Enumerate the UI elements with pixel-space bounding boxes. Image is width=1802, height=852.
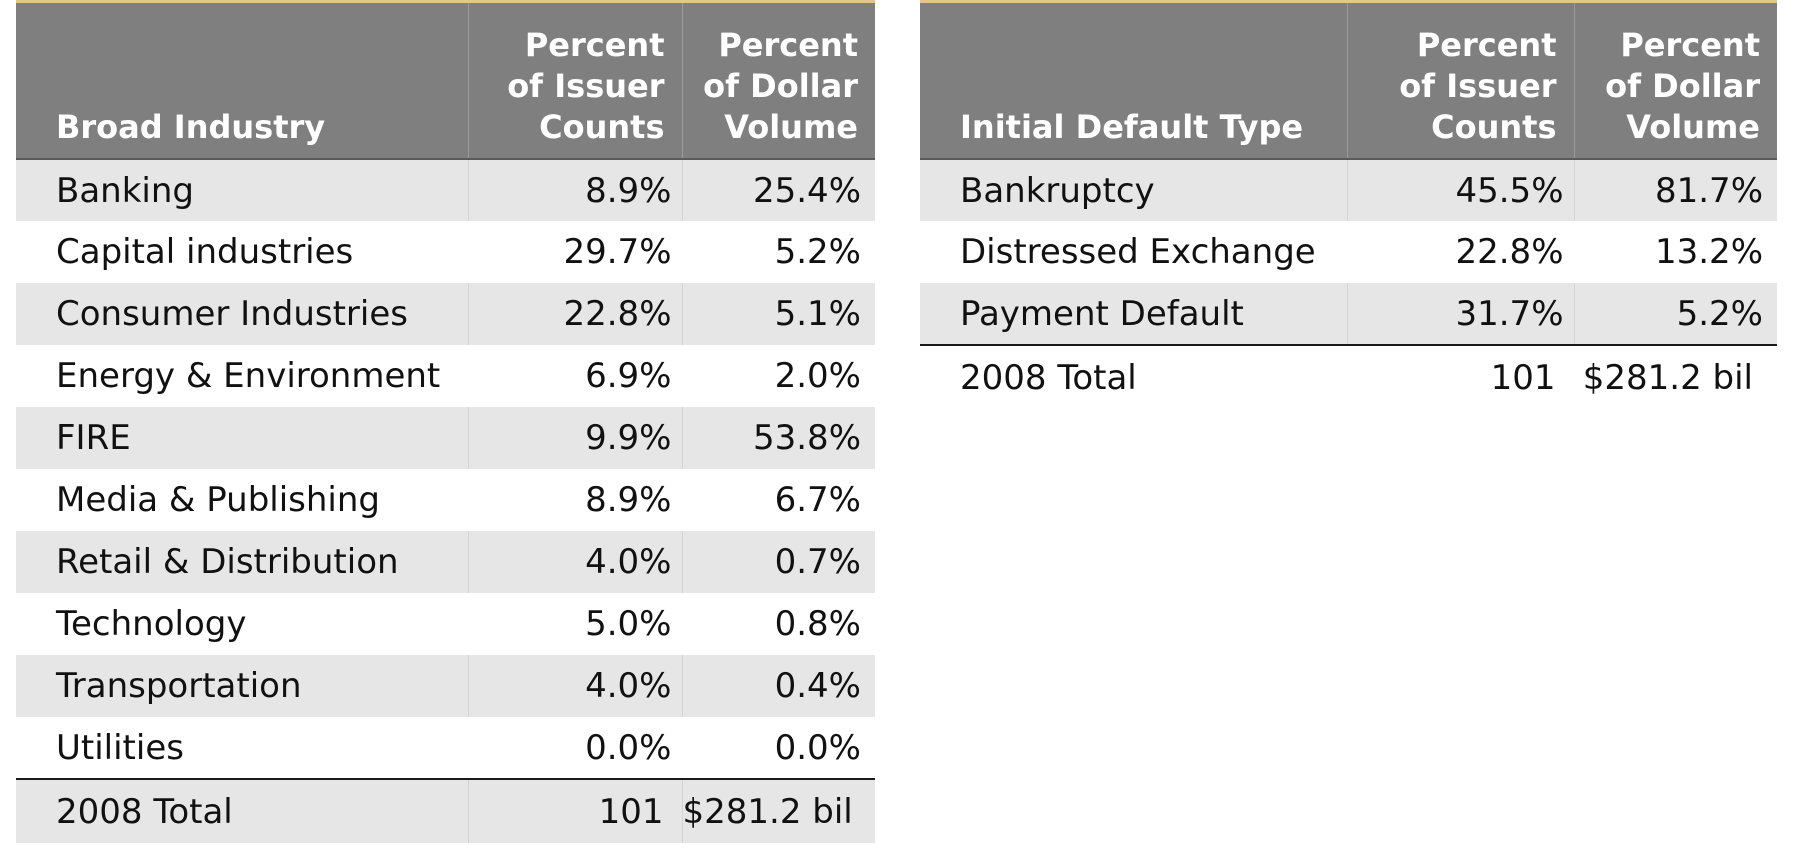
dollar-volume-percent: 13.2% xyxy=(1573,221,1777,283)
industry-label: Utilities xyxy=(16,717,468,779)
total-row: 2008 Total 101 $281.2 bil xyxy=(920,344,1777,409)
industry-label: Energy & Environment xyxy=(16,345,468,407)
dollar-volume-percent: 5.2% xyxy=(1573,283,1777,345)
dollar-volume-percent: 0.8% xyxy=(681,593,875,655)
issuer-count-percent: 22.8% xyxy=(1346,221,1574,283)
total-issuer-count: 101 xyxy=(1346,344,1574,409)
issuer-count-percent: 5.0% xyxy=(467,593,682,655)
dollar-volume-percent: 0.0% xyxy=(681,717,875,779)
top-accent-line-right xyxy=(920,0,1777,3)
issuer-count-percent: 4.0% xyxy=(467,655,682,717)
table-row: Utilities 0.0% 0.0% xyxy=(16,717,875,779)
top-accent-line-left xyxy=(16,0,875,3)
table-row: Transportation 4.0% 0.4% xyxy=(16,655,875,717)
initial-default-type-table: Initial Default Type Percent of Issuer C… xyxy=(920,3,1777,409)
issuer-count-percent: 22.8% xyxy=(467,283,682,345)
default-type-label: Bankruptcy xyxy=(920,159,1347,221)
issuer-count-percent: 8.9% xyxy=(467,159,682,221)
dollar-volume-percent: 5.1% xyxy=(681,283,875,345)
table-row: Energy & Environment 6.9% 2.0% xyxy=(16,345,875,407)
column-header-dollar-volume: Percent of Dollar Volume xyxy=(681,3,875,160)
issuer-count-percent: 4.0% xyxy=(467,531,682,593)
total-dollar-volume: $281.2 bil xyxy=(1573,344,1777,409)
column-header-dollar-volume: Percent of Dollar Volume xyxy=(1573,3,1777,160)
table-header-row: Broad Industry Percent of Issuer Counts … xyxy=(16,3,875,160)
column-header-issuer-counts: Percent of Issuer Counts xyxy=(1346,3,1574,160)
industry-label: Media & Publishing xyxy=(16,469,468,531)
total-label: 2008 Total xyxy=(920,344,1347,409)
table-row: Capital industries 29.7% 5.2% xyxy=(16,221,875,283)
industry-label: Retail & Distribution xyxy=(16,531,468,593)
table-row: Bankruptcy 45.5% 81.7% xyxy=(920,159,1777,221)
industry-label: Transportation xyxy=(16,655,468,717)
table-row: FIRE 9.9% 53.8% xyxy=(16,407,875,469)
issuer-count-percent: 9.9% xyxy=(467,407,682,469)
table-row: Retail & Distribution 4.0% 0.7% xyxy=(16,531,875,593)
industry-label: Banking xyxy=(16,159,468,221)
industry-label: Consumer Industries xyxy=(16,283,468,345)
column-header-issuer-counts: Percent of Issuer Counts xyxy=(467,3,682,160)
default-type-label: Payment Default xyxy=(920,283,1347,345)
table-row: Media & Publishing 8.9% 6.7% xyxy=(16,469,875,531)
dollar-volume-percent: 25.4% xyxy=(681,159,875,221)
issuer-count-percent: 6.9% xyxy=(467,345,682,407)
table-header-row: Initial Default Type Percent of Issuer C… xyxy=(920,3,1777,160)
dollar-volume-percent: 5.2% xyxy=(681,221,875,283)
dollar-volume-percent: 0.7% xyxy=(681,531,875,593)
dollar-volume-percent: 2.0% xyxy=(681,345,875,407)
issuer-count-percent: 0.0% xyxy=(467,717,682,779)
table-row: Payment Default 31.7% 5.2% xyxy=(920,283,1777,345)
table-row: Technology 5.0% 0.8% xyxy=(16,593,875,655)
column-header-initial-default-type: Initial Default Type xyxy=(920,3,1347,160)
default-type-label: Distressed Exchange xyxy=(920,221,1347,283)
total-dollar-volume: $281.2 bil xyxy=(681,778,875,843)
issuer-count-percent: 31.7% xyxy=(1346,283,1574,345)
dollar-volume-percent: 0.4% xyxy=(681,655,875,717)
industry-label: Technology xyxy=(16,593,468,655)
table-row: Consumer Industries 22.8% 5.1% xyxy=(16,283,875,345)
table-row: Banking 8.9% 25.4% xyxy=(16,159,875,221)
dollar-volume-percent: 6.7% xyxy=(681,469,875,531)
total-row: 2008 Total 101 $281.2 bil xyxy=(16,778,875,843)
issuer-count-percent: 29.7% xyxy=(467,221,682,283)
issuer-count-percent: 8.9% xyxy=(467,469,682,531)
table-row: Distressed Exchange 22.8% 13.2% xyxy=(920,221,1777,283)
issuer-count-percent: 45.5% xyxy=(1346,159,1574,221)
dollar-volume-percent: 81.7% xyxy=(1573,159,1777,221)
industry-label: FIRE xyxy=(16,407,468,469)
column-header-broad-industry: Broad Industry xyxy=(16,3,468,160)
total-label: 2008 Total xyxy=(16,778,468,843)
broad-industry-table: Broad Industry Percent of Issuer Counts … xyxy=(16,3,875,843)
dollar-volume-percent: 53.8% xyxy=(681,407,875,469)
total-issuer-count: 101 xyxy=(467,778,682,843)
industry-label: Capital industries xyxy=(16,221,468,283)
